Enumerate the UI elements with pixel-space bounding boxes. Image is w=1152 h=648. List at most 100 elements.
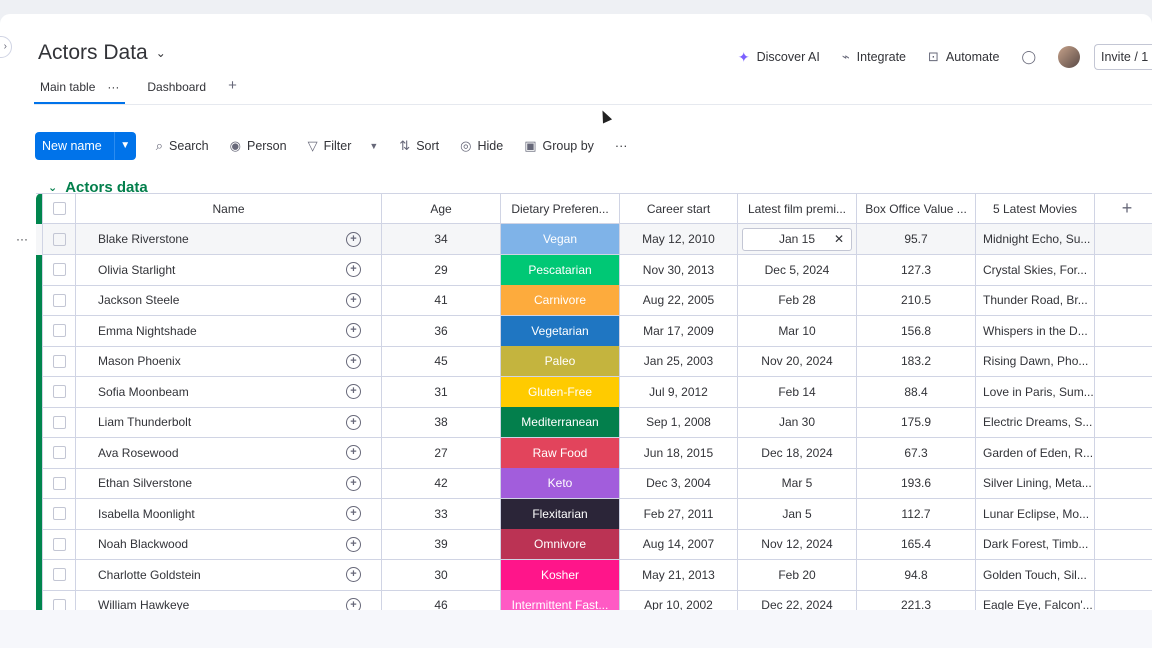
diet-status-cell[interactable]: Carnivore (501, 285, 620, 316)
checkbox[interactable] (52, 537, 66, 551)
name-cell[interactable]: Charlotte Goldstein (76, 560, 326, 591)
diet-status-cell[interactable]: Paleo (501, 346, 620, 377)
column-header-movies[interactable]: 5 Latest Movies (976, 194, 1095, 224)
diet-status-cell[interactable]: Mediterranean (501, 407, 620, 438)
latest-movies-cell[interactable]: Crystal Skies, For... (976, 254, 1095, 286)
tab-main-table[interactable]: Main table ··· (34, 80, 126, 104)
latest-movies-cell[interactable]: Love in Paris, Sum... (976, 376, 1095, 408)
name-cell[interactable]: Noah Blackwood (76, 529, 326, 560)
integrate-button[interactable]: ⌁ Integrate (842, 49, 906, 65)
row-checkbox-cell[interactable] (42, 529, 76, 560)
table-row[interactable]: Ethan Silverstone +42 Keto Dec 3, 2004 Mar 5… (36, 468, 1152, 499)
age-cell[interactable]: 45 (382, 346, 501, 377)
career-start-cell[interactable]: Sep 1, 2008 (620, 407, 738, 438)
add-update-button[interactable]: + (326, 285, 382, 316)
checkbox[interactable] (52, 293, 66, 307)
chevron-down-icon[interactable]: ⌄ (155, 46, 166, 60)
column-header-career[interactable]: Career start (620, 194, 738, 224)
checkbox[interactable] (52, 354, 66, 368)
chevron-down-icon[interactable]: ▼ (113, 132, 136, 160)
table-row[interactable]: Emma Nightshade +36 Vegetarian Mar 17, 2009… (36, 315, 1152, 347)
row-checkbox-cell[interactable] (42, 285, 76, 316)
table-row[interactable]: Charlotte Goldstein +30 Kosher May 21, 2013… (36, 559, 1152, 591)
discover-ai-button[interactable]: ✦ Discover AI (738, 49, 820, 66)
group-by-button[interactable]: ▣ Group by (524, 138, 594, 154)
box-office-cell[interactable]: 94.8 (857, 559, 976, 591)
table-row[interactable]: Isabella Moonlight +33 Flexitarian Feb 27, … (36, 498, 1152, 530)
board-title[interactable]: Actors Data ⌄ (38, 41, 166, 65)
table-row[interactable]: Sofia Moonbeam +31 Gluten-Free Jul 9, 2012 F… (36, 376, 1152, 408)
checkbox[interactable] (52, 385, 66, 398)
checkbox[interactable] (52, 568, 66, 581)
checkbox[interactable] (52, 263, 66, 276)
name-cell[interactable]: Sofia Moonbeam (76, 377, 326, 408)
add-update-button[interactable]: + (326, 498, 382, 530)
row-checkbox-cell[interactable] (42, 498, 76, 530)
new-item-button[interactable]: New name ▼ (35, 132, 136, 160)
box-office-cell[interactable]: 95.7 (857, 224, 976, 255)
career-start-cell[interactable]: May 12, 2010 (620, 224, 738, 255)
column-header-diet[interactable]: Dietary Preferen... (501, 194, 620, 224)
latest-movies-cell[interactable]: Electric Dreams, S... (976, 407, 1095, 438)
table-row[interactable]: Mason Phoenix +45 Paleo Jan 25, 2003 Nov 20,… (36, 346, 1152, 377)
age-cell[interactable]: 29 (382, 254, 501, 286)
box-office-cell[interactable]: 193.6 (857, 468, 976, 499)
film-premiere-cell[interactable]: Jan 30 (738, 407, 857, 438)
latest-movies-cell[interactable]: Rising Dawn, Pho... (976, 346, 1095, 377)
name-cell[interactable]: Ava Rosewood (76, 438, 326, 469)
age-cell[interactable]: 38 (382, 407, 501, 438)
table-row[interactable]: Liam Thunderbolt +38 Mediterranean Sep 1, 2… (36, 407, 1152, 438)
avatar[interactable] (1058, 46, 1080, 68)
latest-movies-cell[interactable]: Thunder Road, Br... (976, 285, 1095, 316)
row-checkbox-cell[interactable] (42, 468, 76, 499)
chevron-down-icon[interactable]: ⌄ (48, 182, 58, 194)
add-update-button[interactable]: + (326, 224, 382, 255)
chevron-down-icon[interactable]: ▼ (369, 141, 379, 151)
box-office-cell[interactable]: 183.2 (857, 346, 976, 377)
checkbox[interactable] (52, 202, 66, 215)
checkbox[interactable] (52, 446, 66, 459)
diet-status-cell[interactable]: Flexitarian (501, 498, 620, 530)
film-premiere-cell[interactable]: Feb 20 (738, 559, 857, 591)
column-header-film[interactable]: Latest film premi... (738, 194, 857, 224)
name-cell[interactable]: Mason Phoenix (76, 346, 326, 377)
box-office-cell[interactable]: 88.4 (857, 376, 976, 408)
career-start-cell[interactable]: Jun 18, 2015 (620, 437, 738, 469)
career-start-cell[interactable]: Feb 27, 2011 (620, 498, 738, 530)
age-cell[interactable]: 39 (382, 529, 501, 560)
age-cell[interactable]: 42 (382, 468, 501, 499)
box-office-cell[interactable]: 67.3 (857, 437, 976, 469)
add-update-button[interactable]: + (326, 407, 382, 438)
film-premiere-cell[interactable]: Nov 20, 2024 (738, 346, 857, 377)
latest-movies-cell[interactable]: Midnight Echo, Su... (976, 224, 1095, 255)
add-update-button[interactable]: + (326, 346, 382, 377)
row-checkbox-cell[interactable] (42, 376, 76, 408)
table-row[interactable]: Jackson Steele +41 Carnivore Aug 22, 2005 Fe… (36, 285, 1152, 316)
diet-status-cell[interactable]: Kosher (501, 559, 620, 591)
clear-date-icon[interactable]: ✕ (833, 231, 844, 246)
add-update-button[interactable]: + (326, 529, 382, 560)
age-cell[interactable]: 34 (382, 224, 501, 255)
automate-button[interactable]: ⊡ Automate (928, 49, 999, 65)
row-checkbox-cell[interactable] (42, 224, 76, 255)
name-cell[interactable]: Emma Nightshade (76, 316, 326, 347)
age-cell[interactable]: 31 (382, 376, 501, 408)
add-view-button[interactable]: + (228, 77, 237, 94)
latest-movies-cell[interactable]: Whispers in the D... (976, 315, 1095, 347)
diet-status-cell[interactable]: Raw Food (501, 437, 620, 469)
checkbox[interactable] (52, 232, 66, 246)
column-header-age[interactable]: Age (382, 194, 501, 224)
chat-button[interactable]: ◯ (1021, 49, 1036, 65)
latest-movies-cell[interactable]: Lunar Eclipse, Mo... (976, 498, 1095, 530)
row-checkbox-cell[interactable] (42, 254, 76, 286)
more-options-button[interactable]: ··· (614, 139, 628, 153)
career-start-cell[interactable]: Jul 9, 2012 (620, 376, 738, 408)
date-editor[interactable]: Jan 15 ✕ (742, 227, 852, 251)
box-office-cell[interactable]: 165.4 (857, 529, 976, 560)
film-premiere-cell[interactable]: Mar 5 (738, 468, 857, 499)
search-button[interactable]: ⌕ Search (156, 138, 209, 154)
tab-more-icon[interactable]: ··· (107, 80, 120, 94)
film-premiere-cell[interactable]: Feb 14 (738, 376, 857, 408)
career-start-cell[interactable]: Mar 17, 2009 (620, 315, 738, 347)
column-header-box-office[interactable]: Box Office Value ... (857, 194, 976, 224)
